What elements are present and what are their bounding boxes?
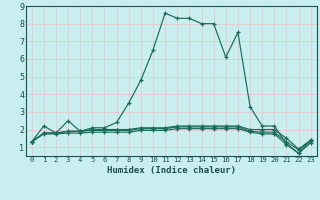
X-axis label: Humidex (Indice chaleur): Humidex (Indice chaleur) — [107, 166, 236, 175]
